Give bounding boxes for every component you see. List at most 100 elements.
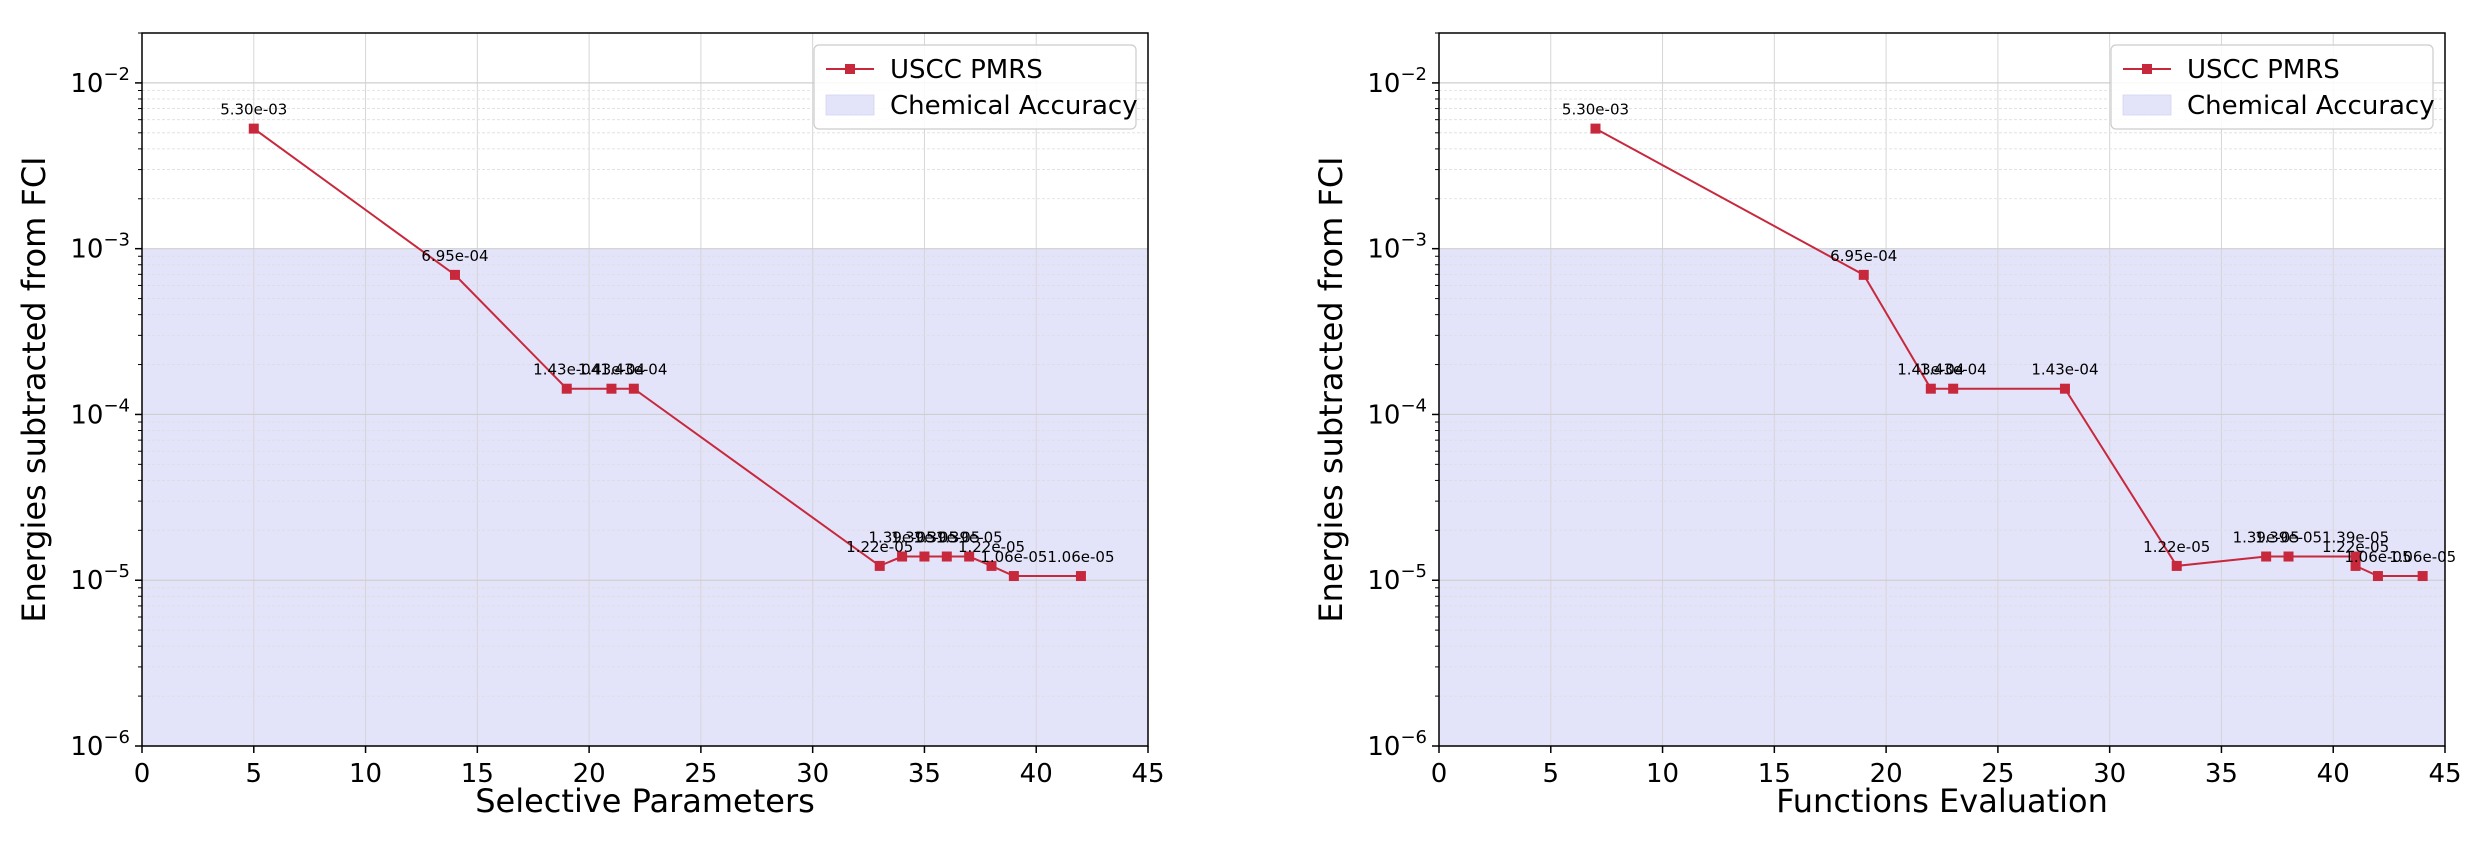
- x-tick-label: 30: [2093, 759, 2126, 789]
- y-tick-label: 10−2: [70, 64, 130, 99]
- x-tick-label: 25: [1981, 759, 2014, 789]
- plot-frame: [1438, 32, 2446, 747]
- data-label: 1.06e-05: [1047, 548, 1114, 566]
- data-point: [1590, 123, 1601, 134]
- legend-marker-swatch: [845, 64, 855, 74]
- x-tick-label: 5: [246, 759, 263, 789]
- x-tick-label: 45: [2428, 759, 2461, 789]
- y-axis-label: Energies subtracted from FCI: [1312, 156, 1350, 622]
- data-label: 1.39e-05: [869, 529, 936, 547]
- data-point: [2283, 551, 2294, 562]
- data-label: 1.39e-05: [2322, 529, 2389, 547]
- data-point: [941, 551, 952, 562]
- legend-box: [2110, 44, 2434, 130]
- data-point: [561, 383, 572, 394]
- x-tick-label: 5: [1543, 759, 1560, 789]
- data-label: 6.95e-04: [421, 247, 488, 265]
- legend-label: USCC PMRS: [2187, 55, 2340, 85]
- legend-label: Chemical Accuracy: [890, 91, 1138, 121]
- data-point: [2059, 383, 2070, 394]
- chemical-accuracy-band: [1439, 248, 2445, 747]
- y-tick-label: 10−5: [1367, 561, 1427, 596]
- data-label: 1.43e-04: [600, 361, 667, 379]
- data-point: [449, 269, 460, 280]
- y-tick-label: 10−6: [1367, 727, 1427, 762]
- data-point: [897, 551, 908, 562]
- x-tick-label: 0: [134, 759, 151, 789]
- data-label: 5.30e-03: [1562, 101, 1629, 119]
- data-point: [1948, 383, 1959, 394]
- legend-fill-swatch: [2122, 94, 2172, 116]
- x-tick-label: 0: [1431, 759, 1448, 789]
- y-axis-label: Energies subtracted from FCI: [15, 156, 53, 622]
- data-point: [248, 123, 259, 134]
- x-tick-label: 35: [908, 759, 941, 789]
- x-tick-label: 10: [349, 759, 382, 789]
- x-tick-label: 20: [1870, 759, 1903, 789]
- data-label: 1.39e-05: [913, 529, 980, 547]
- data-label: 1.39e-05: [936, 529, 1003, 547]
- data-point: [1075, 571, 1086, 582]
- right-panel: 0 5 10 15 20 25 30 35 40 45 10−6 10−5 10−4 10−3 10−2 Fu…: [1312, 32, 2462, 820]
- x-axis-label: Selective Parameters: [475, 782, 815, 820]
- data-point: [628, 383, 639, 394]
- legend-marker-swatch: [2142, 64, 2152, 74]
- data-label: 1.39e-05: [2255, 529, 2322, 547]
- x-tick-label: 35: [2205, 759, 2238, 789]
- data-label: 1.43e-04: [2031, 361, 2098, 379]
- data-point: [2417, 571, 2428, 582]
- data-label: 1.06e-05: [980, 548, 1047, 566]
- y-tick-label: 10−6: [70, 727, 130, 762]
- data-label: 1.43e-04: [1897, 361, 1964, 379]
- chemical-accuracy-band: [142, 248, 1148, 747]
- y-tick-label: 10−2: [1367, 64, 1427, 99]
- data-label: 1.22e-05: [2322, 538, 2389, 556]
- data-point: [2350, 560, 2361, 571]
- data-label: 1.22e-05: [846, 538, 913, 556]
- data-label: 1.06e-05: [2344, 548, 2411, 566]
- x-tick-label: 15: [1758, 759, 1791, 789]
- data-point: [919, 551, 930, 562]
- y-tick-label: 10−3: [1367, 230, 1427, 265]
- data-label: 5.30e-03: [220, 101, 287, 119]
- plot-frame: [141, 32, 1149, 747]
- data-point: [2261, 551, 2272, 562]
- legend-label: USCC PMRS: [890, 55, 1043, 85]
- y-tick-label: 10−4: [1367, 395, 1427, 430]
- data-point: [1858, 269, 1869, 280]
- legend-box: [813, 44, 1137, 130]
- data-point: [986, 560, 997, 571]
- x-tick-label: 25: [684, 759, 717, 789]
- y-tick-label: 10−3: [70, 230, 130, 265]
- x-tick-label: 40: [1020, 759, 1053, 789]
- data-label: 1.43e-04: [1920, 361, 1987, 379]
- data-label: 1.22e-05: [958, 538, 1025, 556]
- y-tick-label: 10−5: [70, 561, 130, 596]
- x-tick-label: 30: [796, 759, 829, 789]
- data-label: 1.22e-05: [2143, 538, 2210, 556]
- left-panel: 0 5 10 15 20 25 30 35 40 45 10−6 10−5 10−4 10−3 10−2 Se…: [15, 32, 1165, 820]
- x-tick-label: 15: [461, 759, 494, 789]
- x-tick-label: 10: [1646, 759, 1679, 789]
- data-label: 1.39e-05: [891, 529, 958, 547]
- data-label: 6.95e-04: [1830, 247, 1897, 265]
- data-point: [1008, 571, 1019, 582]
- legend-fill-swatch: [825, 94, 875, 116]
- data-point: [2350, 551, 2361, 562]
- data-label: 1.43e-04: [578, 361, 645, 379]
- data-point: [606, 383, 617, 394]
- legend-label: Chemical Accuracy: [2187, 91, 2435, 121]
- x-tick-label: 45: [1131, 759, 1164, 789]
- y-tick-label: 10−4: [70, 395, 130, 430]
- data-point: [1925, 383, 1936, 394]
- data-label: 1.06e-05: [2389, 548, 2456, 566]
- x-tick-label: 40: [2317, 759, 2350, 789]
- data-point: [2171, 560, 2182, 571]
- data-point: [964, 551, 975, 562]
- data-point: [2372, 571, 2383, 582]
- data-label: 1.43e-04: [533, 361, 600, 379]
- x-axis-label: Functions Evaluation: [1776, 782, 2108, 820]
- data-label: 1.39e-05: [2233, 529, 2300, 547]
- data-point: [874, 560, 885, 571]
